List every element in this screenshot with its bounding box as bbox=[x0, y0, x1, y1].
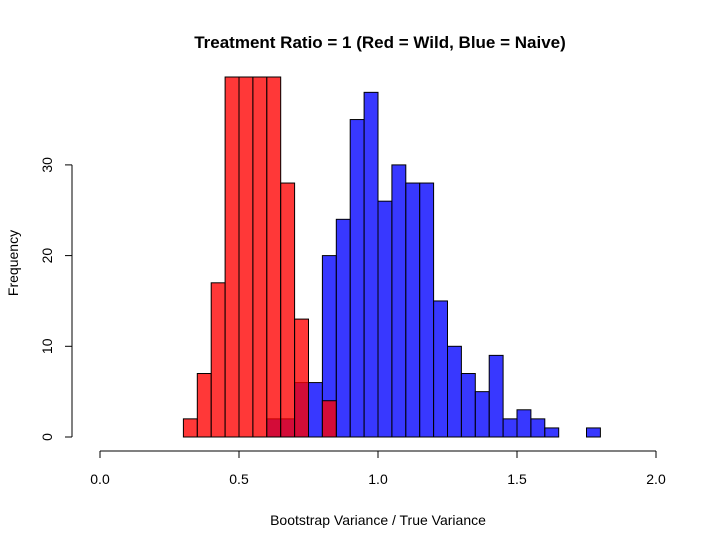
naive-bar bbox=[335, 218, 351, 438]
naive-bar bbox=[308, 382, 323, 438]
naive-bar bbox=[460, 373, 476, 438]
wild-series bbox=[182, 76, 337, 438]
wild-bar bbox=[224, 76, 240, 438]
x-tick-label: 0.5 bbox=[229, 471, 249, 487]
naive-bar bbox=[363, 91, 379, 438]
naive-bar bbox=[488, 354, 504, 438]
x-tick-label: 0.0 bbox=[90, 471, 110, 487]
x-tick-label: 1.5 bbox=[507, 471, 527, 487]
naive-bar bbox=[391, 164, 407, 438]
wild-bar bbox=[210, 282, 226, 438]
x-tick-label: 2.0 bbox=[646, 471, 666, 487]
naive-bar bbox=[530, 418, 546, 438]
wild-bar bbox=[238, 76, 254, 438]
naive-series bbox=[266, 91, 601, 438]
naive-bar bbox=[405, 182, 421, 438]
naive-bar bbox=[544, 427, 560, 438]
y-tick-label: 20 bbox=[39, 248, 55, 264]
wild-bar bbox=[252, 76, 268, 438]
naive-bar bbox=[502, 418, 518, 438]
wild-bar bbox=[294, 318, 310, 438]
naive-bar bbox=[349, 119, 365, 438]
naive-bar bbox=[474, 391, 490, 438]
wild-bar bbox=[196, 373, 212, 438]
y-axis-label: Frequency bbox=[5, 230, 21, 296]
wild-bar bbox=[280, 182, 296, 438]
wild-bar bbox=[266, 76, 282, 438]
naive-bar bbox=[419, 182, 435, 438]
wild-bar bbox=[182, 418, 198, 438]
y-tick-label: 30 bbox=[39, 157, 55, 173]
naive-bar bbox=[433, 300, 449, 438]
x-axis: 0.0 0.5 1.0 1.5 2.0 bbox=[90, 450, 666, 487]
y-tick-label: 10 bbox=[39, 338, 55, 354]
y-tick-label: 0 bbox=[39, 433, 55, 441]
wild-bar bbox=[321, 400, 337, 438]
x-tick-label: 1.0 bbox=[368, 471, 388, 487]
y-axis: 0 10 20 30 bbox=[39, 157, 73, 441]
naive-bar bbox=[447, 345, 462, 438]
naive-bar bbox=[377, 200, 393, 438]
naive-bar bbox=[516, 409, 532, 438]
x-axis-label: Bootstrap Variance / True Variance bbox=[270, 512, 486, 528]
naive-bar bbox=[586, 427, 601, 438]
chart-title: Treatment Ratio = 1 (Red = Wild, Blue = … bbox=[194, 33, 566, 52]
